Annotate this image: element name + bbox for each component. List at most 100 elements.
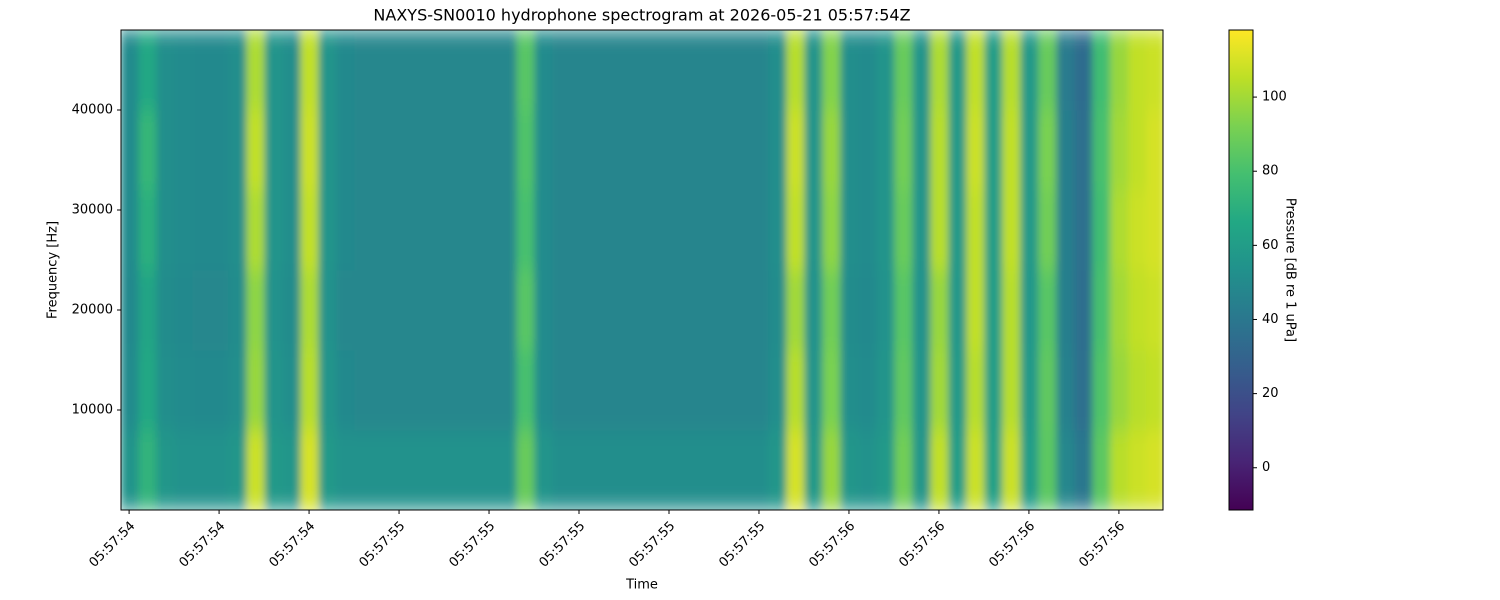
spectrogram-cell: [1128, 109, 1148, 191]
spectrogram-cell: [444, 189, 464, 271]
spectrogram-cell: [660, 109, 680, 191]
colorbar: [1228, 29, 1254, 511]
spectrogram-cell: [498, 30, 518, 111]
spectrogram-cell: [264, 269, 284, 351]
y-tick-label: 40000: [72, 103, 113, 118]
spectrogram-cell: [228, 269, 248, 351]
spectrogram-cell: [768, 109, 788, 191]
spectrogram-cell: [786, 109, 806, 191]
spectrogram-cell: [300, 349, 320, 431]
spectrogram-cell: [480, 349, 500, 431]
spectrogram-cell: [804, 109, 824, 191]
spectrogram-cell: [1002, 349, 1022, 431]
spectrogram-cell: [354, 109, 374, 191]
spectrogram-cell: [1038, 189, 1058, 271]
spectrogram-cell: [480, 429, 500, 510]
spectrogram-cell: [1020, 429, 1040, 510]
spectrogram-cell: [930, 429, 950, 510]
spectrogram-cell: [984, 349, 1004, 431]
spectrogram-cell: [264, 109, 284, 191]
spectrogram-cell: [1146, 30, 1163, 111]
spectrogram-cell: [462, 109, 482, 191]
spectrogram-cell: [390, 189, 410, 271]
spectrogram-cell: [840, 269, 860, 351]
spectrogram-cell: [282, 269, 302, 351]
spectrogram-cell: [300, 269, 320, 351]
spectrogram-cell: [660, 349, 680, 431]
spectrogram-cell: [498, 349, 518, 431]
spectrogram-cell: [822, 109, 842, 191]
spectrogram-cell: [174, 269, 194, 351]
spectrogram-cell: [138, 30, 158, 111]
spectrogram-cell: [228, 30, 248, 111]
spectrogram-cell: [282, 30, 302, 111]
spectrogram-cell: [948, 30, 968, 111]
spectrogram-cell: [498, 189, 518, 271]
spectrogram-cell: [1128, 189, 1148, 271]
spectrogram-cell: [858, 429, 878, 510]
spectrogram-cell: [606, 269, 626, 351]
spectrogram-cell: [804, 269, 824, 351]
spectrogram-cell: [408, 30, 428, 111]
spectrogram-cell: [210, 269, 230, 351]
spectrogram-cell: [930, 30, 950, 111]
spectrogram-cell: [1092, 269, 1112, 351]
spectrogram-cell: [462, 30, 482, 111]
spectrogram-cell: [156, 109, 176, 191]
spectrogram-cell: [336, 269, 356, 351]
x-tick-label: 05:57:56: [896, 519, 948, 571]
spectrogram-cell: [372, 109, 392, 191]
spectrogram-cell: [1056, 429, 1076, 510]
spectrogram-cell: [1092, 30, 1112, 111]
spectrogram-cell: [804, 189, 824, 271]
spectrogram-cell: [696, 269, 716, 351]
spectrogram-cell: [426, 189, 446, 271]
spectrogram-cell: [318, 189, 338, 271]
spectrogram-cell: [138, 349, 158, 431]
spectrogram-cell: [1110, 269, 1130, 351]
spectrogram-cell: [210, 109, 230, 191]
spectrogram-cell: [1092, 109, 1112, 191]
spectrogram-cell: [1110, 189, 1130, 271]
spectrogram-cell: [156, 189, 176, 271]
spectrogram-cell: [516, 349, 536, 431]
spectrogram-cell: [624, 189, 644, 271]
spectrogram-cell: [714, 429, 734, 510]
spectrogram-cell: [732, 429, 752, 510]
colorbar-tick-label: 20: [1262, 386, 1279, 401]
x-tick-label: 05:57:56: [806, 519, 858, 571]
spectrogram-cell: [822, 349, 842, 431]
spectrogram-cell: [372, 349, 392, 431]
x-tick-label: 05:57:56: [986, 519, 1038, 571]
spectrogram-cell: [1020, 109, 1040, 191]
spectrogram-cell: [624, 30, 644, 111]
spectrogram-cell: [966, 189, 986, 271]
spectrogram-cell: [354, 189, 374, 271]
spectrogram-cell: [408, 189, 428, 271]
spectrogram-cell: [156, 30, 176, 111]
spectrogram-cell: [1128, 349, 1148, 431]
spectrogram-cell: [498, 109, 518, 191]
spectrogram-cell: [552, 349, 572, 431]
spectrogram-cell: [408, 349, 428, 431]
spectrogram-cell: [606, 109, 626, 191]
spectrogram-cell: [138, 189, 158, 271]
spectrogram-cell: [570, 269, 590, 351]
spectrogram-cell: [930, 269, 950, 351]
spectrogram-cell: [444, 349, 464, 431]
spectrogram-cell: [912, 429, 932, 510]
spectrogram-cell: [696, 109, 716, 191]
x-tick-label: 05:57:55: [446, 519, 498, 571]
spectrogram-cell: [912, 269, 932, 351]
plot-frame: [120, 29, 1164, 511]
spectrogram-cell: [390, 349, 410, 431]
spectrogram-cell: [300, 109, 320, 191]
spectrogram-cell: [966, 109, 986, 191]
spectrogram-cell: [984, 189, 1004, 271]
spectrogram-cell: [822, 30, 842, 111]
spectrogram-cell: [588, 109, 608, 191]
spectrogram-cell: [246, 269, 266, 351]
spectrogram-cell: [1056, 189, 1076, 271]
spectrogram-cell: [444, 269, 464, 351]
spectrogram-cell: [282, 189, 302, 271]
